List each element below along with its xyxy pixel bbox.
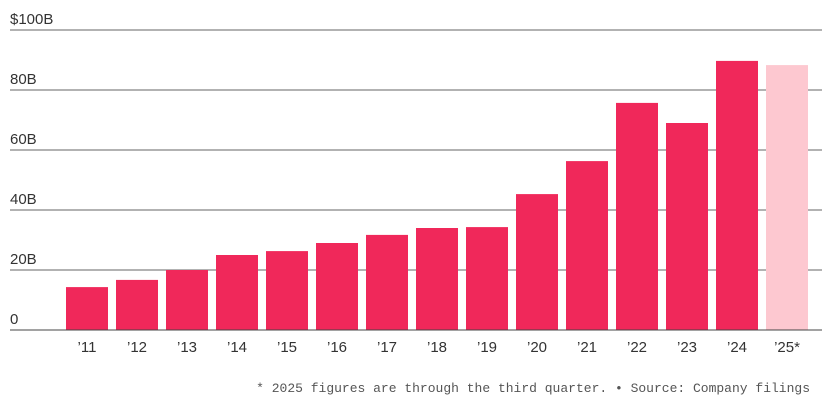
x-tick-label: ’21 [577,339,597,356]
x-tick-label: ’12 [127,339,147,356]
y-tick-label: 60B [10,131,37,148]
x-tick-label: ’22 [627,339,647,356]
y-tick-label: 40B [10,191,37,208]
y-tick-label: 80B [10,71,37,88]
bar [466,227,508,330]
x-tick-label: ’24 [727,339,747,356]
x-tick-label: ’17 [377,339,397,356]
bar [616,102,658,331]
bar [366,234,408,330]
bar [766,65,808,330]
x-tick-label: ’16 [327,339,347,356]
footnote: * 2025 figures are through the third qua… [256,381,810,396]
y-tick-label: 0 [10,311,18,328]
y-tick-label: $100B [10,11,53,28]
x-tick-label: ’19 [477,339,497,356]
x-tick-label: ’14 [227,339,247,356]
x-tick-label: ’23 [677,339,697,356]
x-tick-label: ’25* [774,339,800,356]
x-tick-label: ’15 [277,339,297,356]
bar [516,194,558,330]
bar [116,279,158,330]
bar [166,270,208,330]
bar [416,228,458,330]
x-tick-label: ’11 [78,339,97,356]
bar [716,60,758,331]
y-tick-label: 20B [10,251,37,268]
bar [66,287,108,330]
x-tick-label: ’18 [427,339,447,356]
bar [266,251,308,330]
bar [666,123,708,330]
bar [316,243,358,330]
x-tick-label: ’13 [177,339,197,356]
x-tick-label: ’20 [527,339,547,356]
bar [216,255,258,330]
bar [566,161,608,330]
